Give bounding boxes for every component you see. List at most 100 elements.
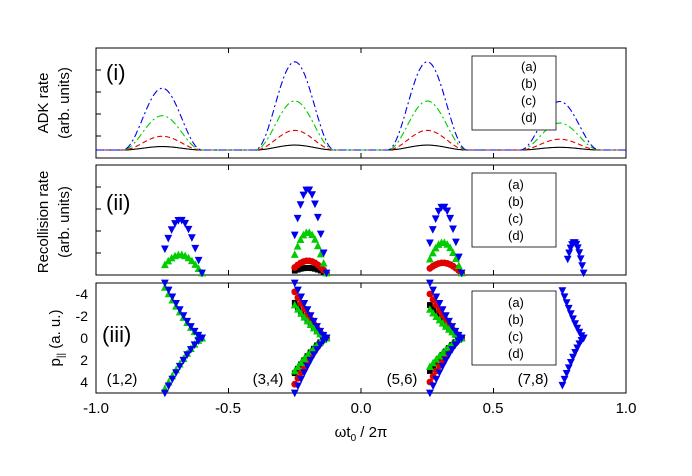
recollision-point-c bbox=[184, 253, 193, 262]
recollision-point-c bbox=[308, 230, 316, 239]
recollision-point-d bbox=[563, 255, 572, 264]
momentum-point-c bbox=[429, 308, 437, 317]
momentum-point-d bbox=[186, 346, 195, 354]
momentum-point-d bbox=[571, 320, 580, 328]
momentum-point-c bbox=[306, 320, 315, 328]
momentum-point-d bbox=[562, 299, 571, 307]
ytick-label: 0 bbox=[80, 330, 88, 346]
momentum-point-c bbox=[290, 366, 299, 375]
xtick-label: 0.0 bbox=[351, 400, 372, 417]
momentum-point-d bbox=[290, 279, 299, 288]
recollision-point-c bbox=[452, 254, 460, 263]
annotation-5-6: (5,6) bbox=[387, 371, 418, 388]
momentum-point-d bbox=[297, 293, 306, 302]
momentum-point-c bbox=[297, 358, 306, 367]
panel-iii-ylabel-p: p bbox=[47, 358, 64, 366]
recollision-point-d bbox=[319, 249, 328, 258]
recollision-point-d bbox=[434, 207, 443, 216]
recollision-point-d bbox=[452, 238, 460, 247]
momentum-point-d bbox=[190, 327, 199, 336]
momentum-point-b bbox=[426, 290, 434, 298]
panel-iii-legend-a: (a) bbox=[508, 295, 524, 310]
recollision-point-d bbox=[431, 215, 440, 224]
momentum-point-d bbox=[198, 334, 206, 343]
momentum-point-d bbox=[426, 279, 434, 288]
momentum-point-d bbox=[303, 362, 312, 371]
momentum-point-d bbox=[303, 306, 312, 314]
momentum-point-d bbox=[164, 382, 173, 391]
momentum-point-d bbox=[432, 293, 441, 302]
momentum-point-d bbox=[306, 356, 315, 365]
panel-i-legend-box bbox=[471, 55, 557, 131]
momentum-point-c bbox=[426, 305, 434, 313]
momentum-point-d bbox=[441, 356, 450, 365]
annotation-1-2: (1,2) bbox=[107, 371, 138, 388]
recollision-point-c bbox=[316, 249, 325, 258]
x-axis-label-sub: 0 bbox=[351, 433, 357, 444]
adk-series-line-a bbox=[96, 144, 626, 151]
recollision-point-c bbox=[449, 248, 457, 257]
panel-i-ylabel-line2: (arb. units) bbox=[56, 67, 73, 139]
recollision-point-d bbox=[184, 225, 193, 234]
momentum-point-c bbox=[294, 305, 302, 313]
momentum-point-c bbox=[294, 362, 302, 371]
panel-iii-ylabel: p|| (a. u.) bbox=[47, 310, 67, 367]
momentum-point-d bbox=[558, 381, 567, 390]
momentum-point-d bbox=[161, 389, 169, 398]
recollision-point-d bbox=[573, 244, 582, 252]
recollision-point-c bbox=[446, 243, 455, 252]
panel-iii-ylabel-sub: || bbox=[56, 353, 67, 358]
recollision-point-d bbox=[322, 269, 331, 278]
momentum-point-d bbox=[313, 323, 321, 331]
recollision-point-c bbox=[296, 235, 305, 244]
panel-ii-label: (ii) bbox=[106, 190, 130, 215]
annotation-3-4: (3,4) bbox=[253, 371, 284, 388]
momentum-point-d bbox=[451, 327, 460, 336]
momentum-point-d bbox=[183, 351, 192, 359]
momentum-point-d bbox=[438, 362, 447, 371]
panel-ii-legend-box bbox=[471, 172, 557, 248]
recollision-point-d bbox=[187, 234, 196, 242]
momentum-point-d bbox=[161, 279, 169, 288]
panel-iii-ylabel-suffix: (a. u.) bbox=[47, 310, 64, 353]
recollision-point-d bbox=[316, 230, 325, 239]
momentum-point-d bbox=[194, 337, 203, 345]
recollision-point-c bbox=[426, 254, 434, 263]
momentum-point-d bbox=[186, 323, 195, 331]
momentum-point-d bbox=[457, 334, 466, 343]
recollision-point-d bbox=[443, 207, 452, 216]
momentum-point-d bbox=[426, 389, 434, 398]
momentum-point-d bbox=[448, 323, 457, 331]
momentum-point-d bbox=[300, 300, 309, 308]
recollision-point-d bbox=[167, 226, 176, 234]
x-axis-label-suffix: / 2π bbox=[356, 424, 387, 441]
recollision-point-d bbox=[290, 231, 299, 240]
momentum-point-d bbox=[429, 382, 437, 391]
momentum-point-d bbox=[294, 286, 302, 295]
recollision-point-d bbox=[198, 269, 206, 278]
momentum-point-d bbox=[179, 312, 188, 320]
recollision-point-d bbox=[194, 256, 203, 265]
panel-i-legend-c: (c) bbox=[521, 93, 536, 108]
recollision-point-d bbox=[579, 269, 588, 278]
panel-iii-legend-box bbox=[471, 290, 557, 366]
momentum-point-d bbox=[175, 306, 184, 314]
x-axis-label: ωt0 / 2π bbox=[335, 424, 388, 444]
momentum-point-c bbox=[303, 316, 312, 325]
momentum-point-d bbox=[569, 315, 577, 323]
momentum-point-d bbox=[435, 300, 444, 308]
recollision-point-d bbox=[308, 191, 316, 199]
momentum-point-d bbox=[445, 317, 453, 326]
xtick-label: 0.5 bbox=[483, 400, 504, 417]
momentum-point-d bbox=[448, 346, 457, 354]
recollision-point-d bbox=[565, 249, 574, 258]
panel-ii-ylabel-line1: Recollision rate bbox=[35, 171, 52, 274]
momentum-point-d bbox=[316, 341, 325, 349]
xtick-label: -0.5 bbox=[215, 400, 241, 417]
panel-ii-legend-a: (a) bbox=[508, 177, 524, 192]
momentum-point-d bbox=[172, 300, 180, 308]
momentum-point-d bbox=[558, 287, 567, 295]
recollision-point-d bbox=[191, 244, 200, 253]
momentum-point-d bbox=[168, 375, 177, 384]
